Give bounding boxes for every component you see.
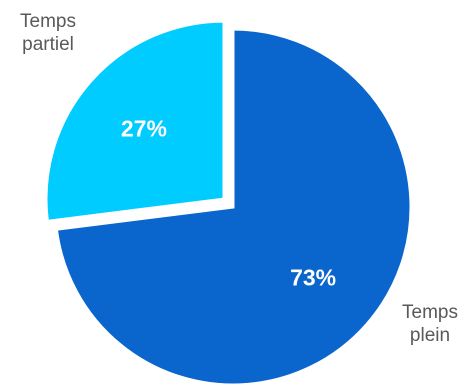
slices-layer [44,19,413,384]
category-label-1-line-1: partiel [22,34,74,55]
category-label-0-line-0: Temps [402,302,458,323]
data-label-1: 27% [121,115,167,141]
category-label-1-line-0: Temps [20,11,76,32]
pie-slice-0 [54,27,413,384]
category-label-0: Temps plein [402,302,458,346]
category-label-1: Temps partiel [20,11,76,55]
data-label-0: 73% [290,265,336,291]
category-label-0-line-1: plein [410,325,450,346]
pie-slice-1 [44,19,226,224]
